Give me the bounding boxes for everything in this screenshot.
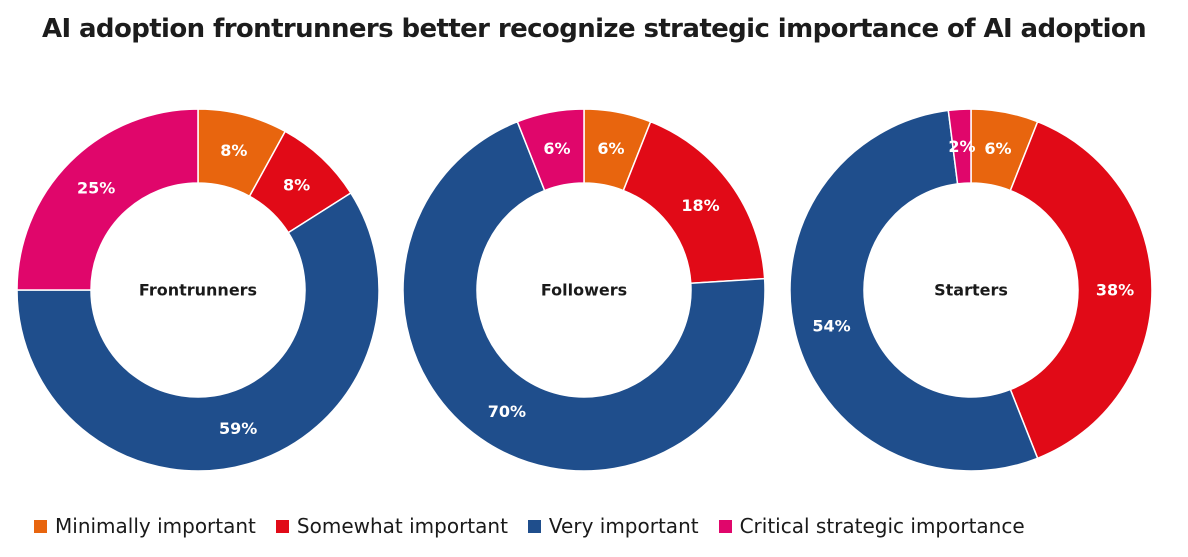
donut-center-label-frontrunners: Frontrunners <box>139 281 257 300</box>
donut-slice-frontrunners-critical-strategic-importance <box>16 108 199 291</box>
data-label-starters-somewhat-important: 38% <box>1096 281 1134 300</box>
donut-slice-followers-very-important <box>402 120 766 472</box>
data-label-followers-somewhat-important: 18% <box>681 196 719 215</box>
data-label-starters-critical-strategic-importance: 2% <box>948 137 975 156</box>
legend-item-critical-strategic-importance: Critical strategic importance <box>718 514 1025 538</box>
legend-label-critical-strategic-importance: Critical strategic importance <box>739 514 1025 538</box>
data-label-followers-very-important: 70% <box>488 402 526 421</box>
data-label-starters-very-important: 54% <box>812 316 850 335</box>
legend-item-minimally-important: Minimally important <box>34 514 256 538</box>
donut-slice-starters-somewhat-important <box>1009 120 1153 460</box>
legend-item-somewhat-important: Somewhat important <box>275 514 508 538</box>
legend-swatch-critical-strategic-importance <box>718 519 732 533</box>
data-label-frontrunners-very-important: 59% <box>219 419 257 438</box>
legend-swatch-very-important <box>527 519 541 533</box>
legend-label-very-important: Very important <box>548 514 699 538</box>
data-label-followers-minimally-important: 6% <box>597 139 624 158</box>
legend-label-minimally-important: Minimally important <box>55 514 256 538</box>
legend-swatch-somewhat-important <box>275 519 289 533</box>
legend-swatch-minimally-important <box>34 519 47 533</box>
legend-label-somewhat-important: Somewhat important <box>296 514 508 538</box>
data-label-frontrunners-minimally-important: 8% <box>220 141 247 160</box>
donut-center-label-followers: Followers <box>541 281 627 300</box>
data-label-frontrunners-critical-strategic-importance: 25% <box>77 179 115 198</box>
donut-slice-frontrunners-very-important <box>16 191 380 472</box>
donut-slice-followers-critical-strategic-importance <box>516 108 585 192</box>
donut-slice-starters-very-important <box>789 109 1039 472</box>
chart-title: AI adoption frontrunners better recogniz… <box>41 14 1147 44</box>
donut-charts: 8% 8% 59% 25% Frontrunners 6% 18% 70% 6% Follower… <box>16 108 1153 472</box>
donut-center-label-starters: Starters <box>934 281 1008 300</box>
legend: Minimally important Somewhat important V… <box>34 512 1045 540</box>
donut-slice-starters-critical-strategic-importance <box>947 108 972 185</box>
data-label-starters-minimally-important: 6% <box>984 139 1011 158</box>
legend-item-very-important: Very important <box>527 514 699 538</box>
data-label-frontrunners-somewhat-important: 8% <box>283 176 310 195</box>
data-label-followers-critical-strategic-importance: 6% <box>543 139 570 158</box>
